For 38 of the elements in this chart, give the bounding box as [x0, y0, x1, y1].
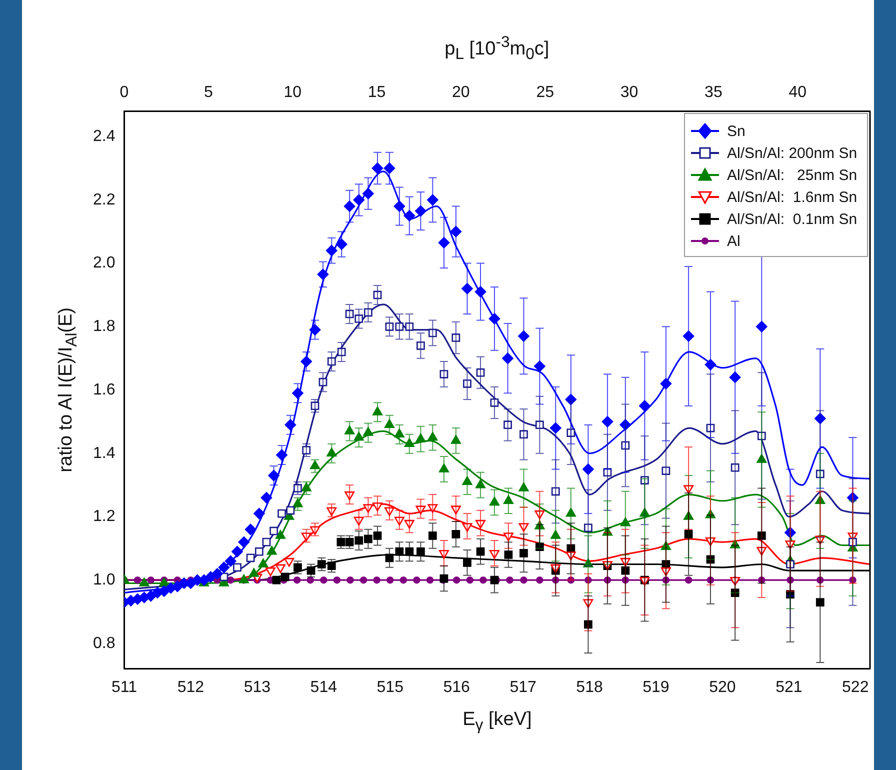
legend-label: Al [727, 232, 740, 250]
x-tick-label: 517 [510, 678, 536, 696]
x2-tick-label: 35 [704, 84, 722, 102]
legend-label: Al/Sn/Al: 1.6nm Sn [727, 188, 858, 206]
y-tick-label: 2.4 [92, 128, 116, 145]
x-tick-label: 522 [842, 678, 869, 696]
x-tick-label: 518 [576, 678, 603, 696]
x2-tick-label: 40 [788, 84, 807, 102]
y-tick-label: 2.2 [92, 191, 116, 208]
x-tick-label: 512 [177, 678, 204, 696]
x2-tick-label: 25 [536, 84, 554, 102]
x-tick-label: 521 [776, 678, 802, 696]
x2-tick-label: 15 [368, 84, 386, 102]
x-tick-label: 515 [376, 678, 404, 696]
y-tick-label: 1.8 [92, 318, 116, 336]
x-tick-label: 520 [709, 678, 736, 696]
legend-label: Al/Sn/Al: 25nm Sn [727, 166, 858, 184]
x-axis-title: E$_{γ}$ [keV] [462, 708, 532, 735]
x-tick-label: 519 [642, 678, 670, 696]
y-tick-label: 1.6 [92, 381, 116, 398]
y-tick-label: 1.4 [92, 444, 116, 462]
legend-label: Al/Sn/Al: 200nm Sn [727, 144, 858, 162]
x-tick-label: 511 [111, 678, 138, 696]
x2-tick-label: 20 [452, 84, 470, 102]
y-tick-label: 1.2 [92, 508, 116, 526]
x2-tick-label: 5 [204, 84, 213, 102]
x2-tick-label: 0 [120, 84, 129, 102]
x-tick-label: 516 [443, 678, 470, 696]
x2-tick-label: 10 [284, 84, 302, 102]
y-tick-label: 0.8 [92, 634, 116, 652]
x-tick-label: 513 [244, 678, 271, 696]
y-tick-label: 2.0 [92, 254, 116, 272]
legend-label: Al/Sn/Al: 0.1nm Sn [727, 210, 858, 228]
legend-label: Sn [727, 122, 746, 140]
x2-axis-title: p$_{L}$ [10$^{-3}$m$_{0}$c] [444, 34, 550, 64]
x2-tick-label: 30 [620, 84, 638, 102]
y-tick-label: 1.0 [92, 571, 116, 588]
x-tick-label: 514 [310, 678, 338, 696]
